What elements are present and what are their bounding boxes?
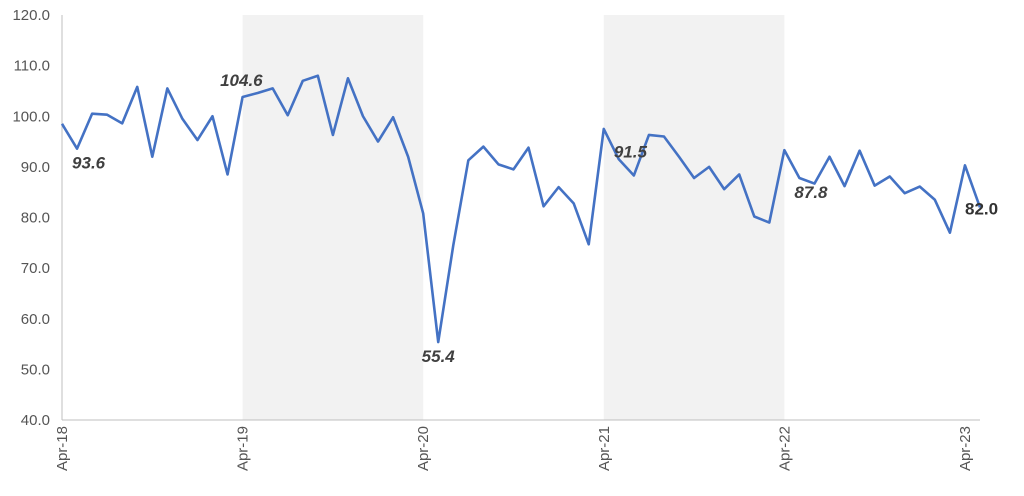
- data-point: [511, 167, 515, 171]
- data-point: [466, 158, 470, 162]
- data-point: [256, 91, 260, 95]
- data-point: [557, 185, 561, 189]
- data-point: [843, 184, 847, 188]
- data-point: [361, 114, 365, 118]
- data-point: [873, 184, 877, 188]
- data-point: [828, 155, 832, 159]
- data-point: [60, 122, 64, 126]
- data-point: [226, 172, 230, 176]
- data-point: [75, 147, 79, 151]
- data-point: [903, 191, 907, 195]
- value-annotations: 93.6 104.6 55.4 91.5 87.8 82.0: [72, 71, 998, 366]
- value-annotation: 82.0: [965, 199, 998, 218]
- data-point: [210, 114, 214, 118]
- data-point: [572, 201, 576, 205]
- data-point: [90, 112, 94, 116]
- value-annotation: 104.6: [220, 71, 263, 90]
- data-point: [180, 117, 184, 121]
- data-point: [948, 231, 952, 235]
- shaded-period-1: [242, 15, 424, 420]
- data-point: [647, 133, 651, 137]
- value-annotation: 93.6: [72, 154, 106, 173]
- data-point: [195, 138, 199, 142]
- y-tick-label: 40.0: [21, 412, 50, 429]
- data-point: [391, 115, 395, 119]
- data-point: [165, 86, 169, 90]
- y-tick-label: 70.0: [21, 260, 50, 277]
- y-tick-label: 100.0: [12, 108, 50, 125]
- data-point: [346, 76, 350, 80]
- data-point: [858, 149, 862, 153]
- data-point: [271, 86, 275, 90]
- value-annotation: 55.4: [422, 347, 456, 366]
- data-point: [331, 133, 335, 137]
- data-point: [120, 121, 124, 125]
- y-tick-label: 120.0: [12, 7, 50, 24]
- x-tick-label: Apr-20: [415, 426, 432, 471]
- data-point: [767, 221, 771, 225]
- value-annotation: 91.5: [614, 142, 648, 161]
- y-tick-label: 80.0: [21, 210, 50, 227]
- y-tick-label: 110.0: [14, 58, 50, 75]
- data-point: [888, 174, 892, 178]
- data-point: [602, 127, 606, 131]
- y-axis-tick-labels: 40.0 50.0 60.0 70.0 80.0 90.0 100.0 110.0 120.0: [12, 7, 50, 429]
- data-point: [301, 79, 305, 83]
- x-tick-label: Apr-23: [957, 426, 974, 471]
- value-annotation: 87.8: [794, 183, 828, 202]
- data-point: [527, 146, 531, 150]
- data-point: [421, 211, 425, 215]
- data-point: [963, 163, 967, 167]
- data-point: [662, 135, 666, 139]
- data-point: [933, 198, 937, 202]
- data-point: [496, 162, 500, 166]
- data-point: [737, 172, 741, 176]
- data-point: [542, 204, 546, 208]
- shaded-periods: [242, 15, 785, 420]
- y-tick-label: 50.0: [21, 361, 50, 378]
- data-point: [135, 85, 139, 89]
- data-point: [481, 145, 485, 149]
- x-axis-tick-labels: Apr-18 Apr-19 Apr-20 Apr-21 Apr-22 Apr-23: [54, 426, 974, 471]
- x-tick-label: Apr-18: [54, 426, 71, 471]
- data-point: [692, 176, 696, 180]
- data-point: [406, 155, 410, 159]
- data-point: [286, 113, 290, 117]
- x-tick-label: Apr-19: [235, 426, 252, 471]
- data-point: [241, 95, 245, 99]
- data-point: [587, 242, 591, 246]
- data-point: [752, 214, 756, 218]
- data-point: [105, 113, 109, 117]
- data-point: [918, 185, 922, 189]
- data-point: [451, 243, 455, 247]
- data-point: [677, 155, 681, 159]
- y-tick-label: 90.0: [21, 159, 50, 176]
- data-point: [150, 155, 154, 159]
- data-point: [707, 165, 711, 169]
- y-tick-label: 60.0: [21, 311, 50, 328]
- x-tick-label: Apr-22: [776, 426, 793, 471]
- data-point: [782, 148, 786, 152]
- data-point: [632, 173, 636, 177]
- data-point: [722, 187, 726, 191]
- series-line: [60, 74, 982, 344]
- data-point: [436, 340, 440, 344]
- data-point: [376, 140, 380, 144]
- x-tick-label: Apr-21: [596, 426, 613, 471]
- data-points: [60, 74, 982, 344]
- data-point: [316, 74, 320, 78]
- data-point: [797, 176, 801, 180]
